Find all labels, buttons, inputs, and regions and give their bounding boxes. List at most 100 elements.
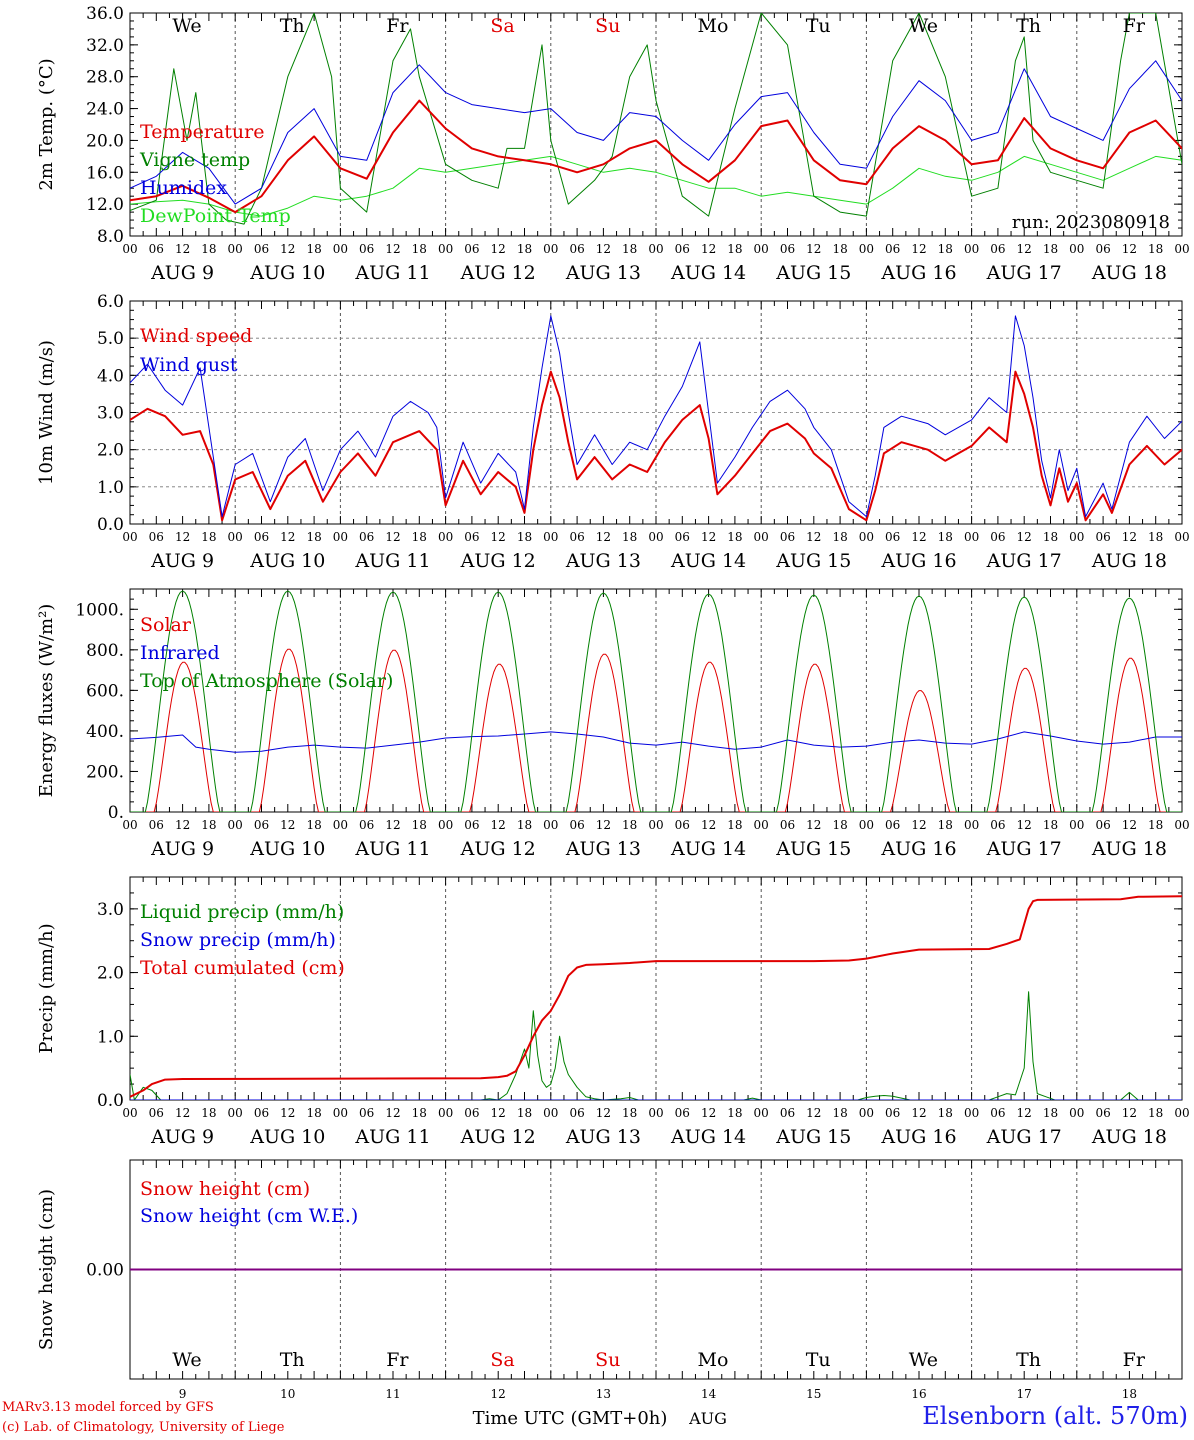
x-hour-label: 18 [306, 818, 321, 832]
weekday-label: Tu [806, 15, 831, 37]
x-hour-label: 12 [175, 1106, 190, 1120]
y-axis-title: Energy fluxes (W/m²) [36, 604, 57, 798]
x-hour-label: 00 [333, 818, 348, 832]
x-hour-label: 12 [1017, 530, 1032, 544]
x-hour-label: 18 [832, 242, 847, 256]
x-date-label: AUG 17 [986, 1126, 1062, 1148]
series-line-temp [130, 99, 1182, 214]
x-date-label: AUG 10 [249, 838, 325, 860]
y-tick-label: 400. [86, 722, 124, 742]
weekday-label: Th [1016, 1349, 1041, 1371]
weekday-label: Fr [1123, 15, 1146, 37]
series-line-temp [130, 13, 1182, 225]
x-hour-label: 06 [675, 818, 690, 832]
x-date-label: AUG 17 [986, 262, 1062, 284]
x-date-label: AUG 11 [354, 1126, 430, 1148]
x-hour-label: 12 [1017, 242, 1032, 256]
x-hour-label: 00 [964, 818, 979, 832]
x-date-label: AUG 14 [670, 1126, 746, 1148]
x-hour-label: 18 [306, 1106, 321, 1120]
x-hour-label: 06 [254, 1106, 269, 1120]
x-hour-label: 12 [491, 530, 506, 544]
y-tick-label: 1.0 [97, 1027, 124, 1047]
station-name: Elsenborn (alt. 570m) [922, 1402, 1188, 1430]
legend-entry: Humidex [140, 177, 227, 199]
y-tick-label: 600. [86, 681, 124, 701]
x-hour-label: 06 [569, 530, 584, 544]
x-hour-label: 00 [1174, 530, 1189, 544]
y-axis-title: Snow height (cm) [36, 1189, 57, 1350]
plot-frame [129, 588, 1183, 813]
x-hour-label: 12 [806, 530, 821, 544]
weekday-label: Mo [698, 1349, 729, 1371]
x-hour-label: 12 [806, 242, 821, 256]
x-hour-label: 00 [1069, 818, 1084, 832]
x-hour-label: 06 [1095, 818, 1110, 832]
x-hour-label: 18 [832, 1106, 847, 1120]
x-date-label: AUG 10 [249, 550, 325, 572]
x-hour-label: 18 [622, 1106, 637, 1120]
series-line-flux [130, 731, 1182, 753]
x-hour-label: 06 [464, 818, 479, 832]
x-hour-label: 12 [911, 818, 926, 832]
series-line-precip [130, 991, 1182, 1100]
x-hour-label: 06 [464, 530, 479, 544]
legend-entry: DewPoint Temp [140, 205, 291, 227]
x-hour-label: 00 [648, 818, 663, 832]
x-hour-label: 00 [648, 242, 663, 256]
series-line-temp [130, 155, 1182, 217]
panel-precip [129, 876, 1183, 1101]
x-hour-label: 00 [754, 530, 769, 544]
panel-snow [129, 1159, 1183, 1380]
run-label: run: 2023080918 [1012, 212, 1170, 233]
x-hour-label: 12 [806, 1106, 821, 1120]
x-hour-label: 18 [201, 1106, 216, 1120]
x-hour-label: 18 [517, 242, 532, 256]
x-hour-label: 06 [1095, 530, 1110, 544]
weekday-label: Fr [386, 1349, 409, 1371]
y-tick-label: 6.0 [97, 292, 124, 312]
x-hour-label: 00 [859, 530, 874, 544]
legend-entry: Top of Atmosphere (Solar) [140, 670, 393, 692]
x-hour-label: 12 [911, 1106, 926, 1120]
x-hour-label: 12 [806, 818, 821, 832]
x-hour-label: 12 [701, 530, 716, 544]
x-hour-label: 00 [1069, 1106, 1084, 1120]
x-hour-label: 00 [543, 242, 558, 256]
x-hour-label: 00 [859, 242, 874, 256]
y-tick-label: 20.0 [86, 131, 124, 151]
x-hour-label: 06 [990, 1106, 1005, 1120]
x-hour-label: 06 [780, 818, 795, 832]
x-hour-label: 00 [964, 242, 979, 256]
x-hour-label: 00 [1174, 818, 1189, 832]
y-tick-label: 1.0 [97, 478, 124, 498]
x-hour-label: 00 [543, 818, 558, 832]
x-hour-label: 00 [438, 242, 453, 256]
x-hour-label: 12 [175, 530, 190, 544]
x-hour-label: 18 [727, 818, 742, 832]
y-tick-label: 8.0 [97, 227, 124, 247]
y-tick-label: 4.0 [97, 366, 124, 386]
plot-frame [129, 12, 1183, 237]
x-hour-label: 00 [1069, 530, 1084, 544]
x-hour-label: 12 [701, 1106, 716, 1120]
x-hour-label: 12 [280, 818, 295, 832]
x-date-label: AUG 18 [1091, 838, 1167, 860]
x-hour-label: 18 [412, 818, 427, 832]
x-date-label: AUG 14 [670, 262, 746, 284]
y-tick-label: 2.0 [97, 964, 124, 984]
x-hour-label: 06 [359, 530, 374, 544]
x-date-label: AUG 16 [880, 838, 956, 860]
x-date-label: AUG 11 [354, 550, 430, 572]
x-date-label: AUG 16 [880, 262, 956, 284]
legend-entry: Wind speed [140, 325, 252, 347]
x-hour-label: 12 [491, 242, 506, 256]
weekday-label: Th [280, 1349, 305, 1371]
x-hour-label: 00 [333, 1106, 348, 1120]
y-tick-label: 1000. [75, 600, 124, 620]
x-hour-label: 12 [175, 242, 190, 256]
y-tick-label: 800. [86, 641, 124, 661]
x-hour-label: 06 [885, 818, 900, 832]
series-line-wind [130, 370, 1182, 522]
x-hour-label: 06 [780, 530, 795, 544]
